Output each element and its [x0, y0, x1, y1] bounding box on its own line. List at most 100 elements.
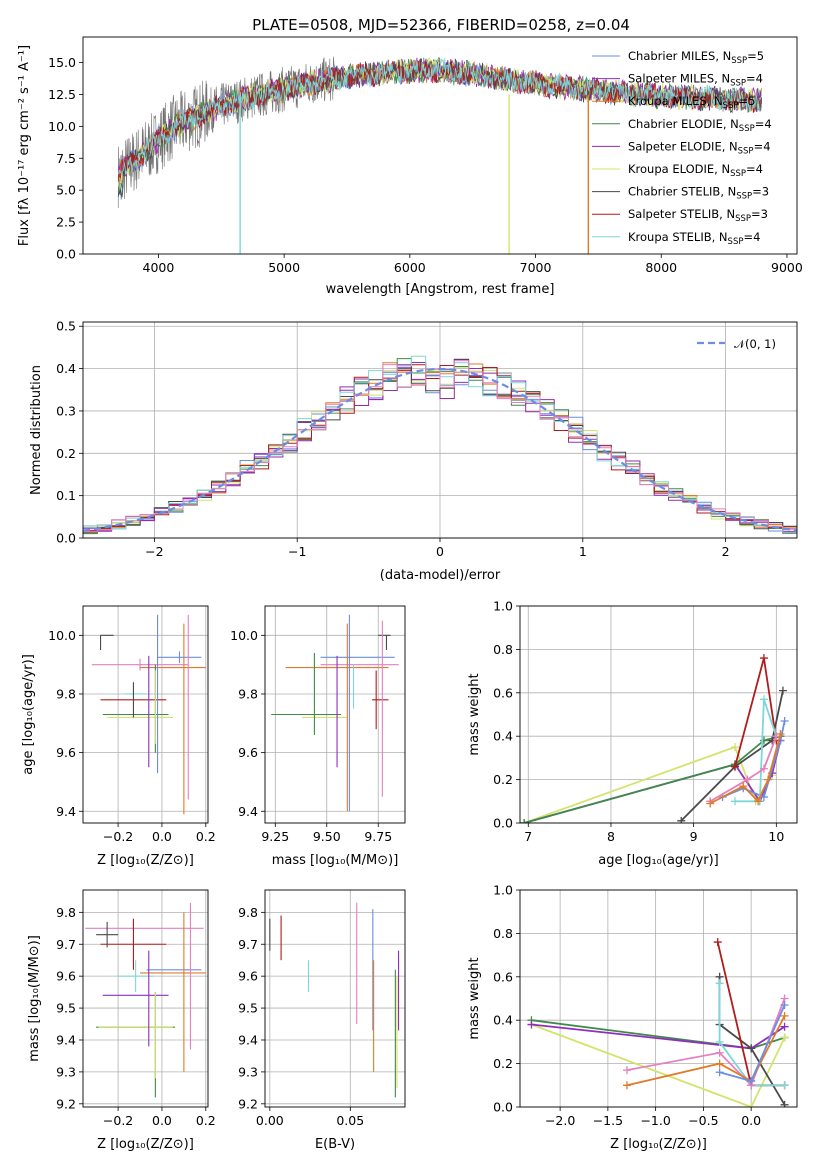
weight-line — [735, 699, 778, 803]
z-mass-xtick-label: 0.0 — [152, 1113, 172, 1128]
z-age-xtick-label: −0.2 — [103, 829, 133, 844]
ebv-mass-ytick-label: 9.3 — [238, 1064, 258, 1079]
residual-histogram-xtick-label: −1 — [288, 544, 306, 559]
age-weight-ytick-label: 0.6 — [493, 685, 513, 700]
z-mass-marks — [85, 902, 206, 1098]
residual-histogram-xtick-label: 0 — [436, 544, 444, 559]
weight-line — [709, 735, 778, 803]
weight-marker — [527, 1020, 536, 1029]
z-weight-ylabel: mass weight — [467, 957, 482, 1039]
weight-marker — [747, 1044, 756, 1053]
residual-histogram-panel: −2 −1 0 1 2 0.0 0.1 0.2 0.3 0.4 0.5 𝒩(0, 1) (data-mo… — [29, 319, 798, 583]
age-weight-ytick-label: 0.2 — [493, 772, 513, 787]
legend-entry: Kroupa ELODIE, NSSP=4 — [628, 162, 763, 179]
legend-entry: Salpeter STELIB, NSSP=3 — [628, 207, 768, 224]
weight-marker — [780, 1001, 789, 1010]
mass-age-marks — [271, 614, 399, 812]
weight-marker — [759, 695, 768, 704]
weight-marker — [780, 1011, 789, 1020]
spectrum-frame — [82, 36, 798, 255]
age-weight-xtick-label: 7 — [524, 829, 532, 844]
z-age-ytick-label: 9.8 — [56, 686, 76, 701]
mass-age-ytick-label: 9.6 — [238, 745, 258, 760]
weight-marker — [776, 730, 785, 739]
legend-entry: 𝒩(0, 1) — [734, 337, 776, 351]
weight-marker — [677, 816, 686, 823]
z-weight-ytick-label: 0.4 — [493, 1013, 513, 1028]
legend-entry: Kroupa MILES, NSSP=5 — [628, 94, 755, 111]
errorbar-point — [96, 921, 119, 948]
z-mass-frame — [82, 889, 209, 1108]
residual-histogram-marks — [83, 355, 797, 535]
mass-age-ytick-label: 9.4 — [238, 804, 258, 819]
spectrum-marks — [117, 56, 762, 254]
weight-marker — [706, 799, 715, 808]
ebv-mass-ytick-label: 9.8 — [238, 905, 258, 920]
spectrum-panel: 4000 5000 6000 7000 8000 9000 0.0 2.5 5.0 7.5 10.0… — [17, 36, 803, 297]
z-weight-ytick-label: 1.0 — [493, 883, 513, 898]
weight-series — [706, 730, 785, 808]
histogram-step — [83, 360, 797, 533]
weight-marker — [764, 775, 773, 784]
z-weight-ytick-label: 0.8 — [493, 926, 513, 941]
age-weight-ylabel: mass weight — [467, 673, 482, 755]
z-mass-panel: −0.2 0.0 0.2 9.2 9.3 9.4 9.5 9.6 9.7 9.8 Z [log₁₀(… — [27, 889, 216, 1152]
residual-histogram-grid — [83, 322, 797, 539]
spectrum-xtick-label: 5000 — [268, 260, 300, 275]
z-weight-ytick-label: 0.0 — [493, 1100, 513, 1115]
spectrum-model-line — [117, 58, 762, 175]
weight-marker — [780, 1081, 789, 1090]
errorbar-point — [157, 651, 202, 664]
residual-histogram-ytick-label: 0.5 — [56, 319, 76, 334]
z-weight-ytick-label: 0.2 — [493, 1056, 513, 1071]
z-mass-ytick-label: 9.8 — [56, 905, 76, 920]
z-age-xtick-label: 0.0 — [152, 829, 172, 844]
residual-histogram-ytick-label: 0.4 — [56, 361, 76, 376]
legend-entry: Chabrier MILES, NSSP=5 — [628, 49, 764, 66]
ebv-mass-panel: 0.00 0.05 9.2 9.3 9.4 9.5 9.6 9.7 9.8 E(B-V) — [238, 889, 406, 1152]
spectrum-xtick-label: 6000 — [394, 260, 426, 275]
z-weight-panel: −2.0 −1.5 −1.0 −0.5 0.0 0.0 0.2 0.4 0.6 0.8 1.0 Z [… — [467, 883, 798, 1152]
z-mass-xtick-label: 0.2 — [196, 1113, 216, 1128]
mass-age-xtick-label: 9.25 — [261, 829, 289, 844]
weight-marker — [622, 1081, 631, 1090]
mass-age-ytick-label: 10.0 — [230, 628, 258, 643]
ebv-mass-xtick-label: 0.05 — [336, 1113, 364, 1128]
spectrum-xtick-label: 7000 — [520, 260, 552, 275]
age-weight-ytick-label: 0.8 — [493, 642, 513, 657]
residual-histogram-ytick-label: 0.3 — [56, 403, 76, 418]
spectrum-ytick-label: 5.0 — [56, 183, 76, 198]
errorbar-point — [100, 918, 167, 970]
spectrum-ylabel: Flux [fλ 10⁻¹⁷ erg cm⁻² s⁻¹ A⁻¹] — [17, 45, 32, 246]
ebv-mass-marks — [269, 902, 400, 1098]
age-weight-frame — [519, 605, 798, 824]
spectrum-ytick-label: 2.5 — [56, 215, 76, 230]
spectrum-ytick-label: 12.5 — [48, 87, 76, 102]
age-weight-ytick-label: 0.4 — [493, 729, 513, 744]
weight-marker — [715, 1059, 724, 1068]
weight-series — [718, 717, 789, 801]
weight-series — [715, 972, 789, 1107]
residual-histogram-xlabel: (data-model)/error — [380, 568, 501, 583]
weight-marker — [730, 797, 739, 806]
ebv-mass-ytick-label: 9.5 — [238, 1001, 258, 1016]
weight-marker — [743, 775, 752, 784]
mass-age-frame — [264, 605, 406, 824]
z-weight-frame — [519, 889, 798, 1108]
histogram-step — [83, 359, 797, 534]
legend-entry: Chabrier ELODIE, NSSP=4 — [628, 117, 772, 134]
ebv-mass-ytick-label: 9.4 — [238, 1032, 258, 1047]
weight-marker — [780, 1033, 789, 1042]
z-mass-ytick-label: 9.7 — [56, 937, 76, 952]
legend-entry: Salpeter MILES, NSSP=4 — [628, 72, 763, 89]
z-age-ytick-label: 10.0 — [48, 628, 76, 643]
age-weight-grid — [520, 605, 797, 824]
z-age-xtick-label: 0.2 — [196, 829, 216, 844]
weight-line — [680, 690, 784, 822]
age-weight-ytick-label: 1.0 — [493, 599, 513, 614]
spectrum-xtick-label: 4000 — [143, 260, 175, 275]
age-weight-ytick-label: 0.0 — [493, 816, 513, 831]
z-weight-xtick-label: −1.0 — [640, 1113, 670, 1128]
spectrum-xlabel: wavelength [Angstrom, rest frame] — [326, 282, 555, 297]
